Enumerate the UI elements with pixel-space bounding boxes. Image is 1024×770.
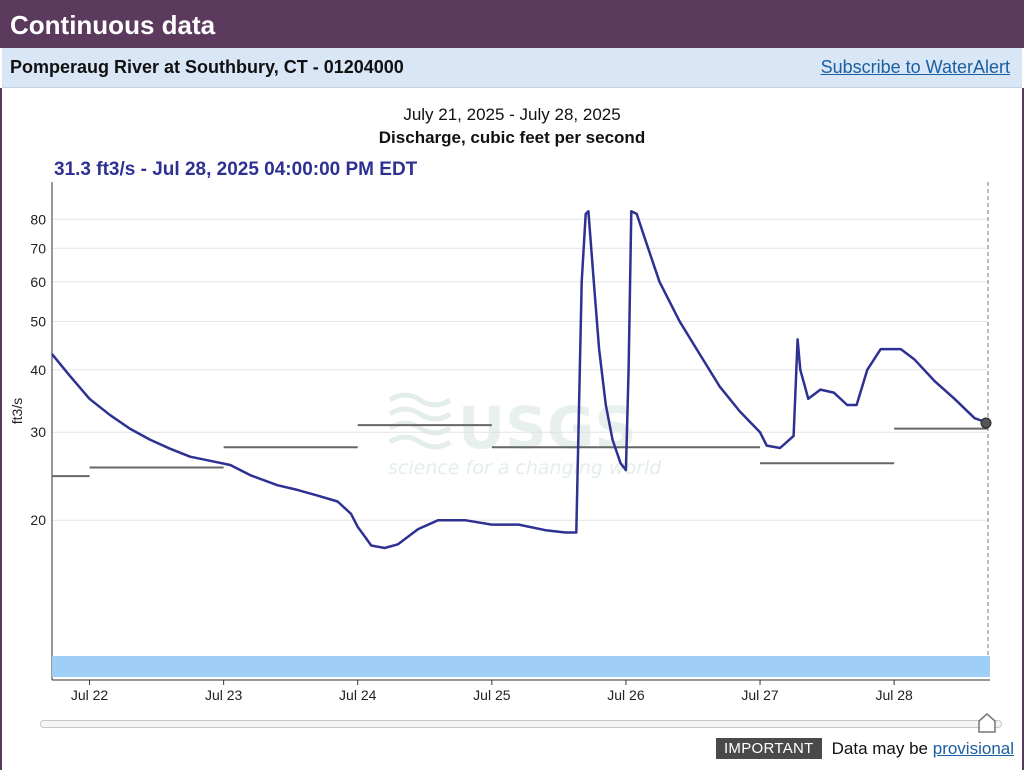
x-tick-label-jul-23: Jul 23 (205, 687, 243, 700)
x-axis: Jul 22 Jul 23 Jul 24 Jul 25 Jul 26 Jul 27 Jul … (52, 656, 990, 700)
page-title: Continuous data (10, 10, 216, 40)
graph-parameter-title: Discharge, cubic feet per second (378, 128, 646, 147)
y-tick-label-70: 70 (30, 240, 46, 256)
page-header: Continuous data (0, 0, 1024, 48)
y-tick-label-80: 80 (30, 211, 46, 227)
current-value-readout: 31.3 ft3/s - Jul 28, 2025 04:00:00 PM ED… (54, 159, 418, 180)
subscribe-wateralert-link[interactable]: Subscribe to WaterAlert (820, 57, 1010, 77)
important-badge: IMPORTANT (715, 738, 822, 759)
y-tick-label-60: 60 (30, 274, 46, 290)
y-tick-label-50: 50 (30, 313, 46, 329)
x-tick-label-jul-22: Jul 22 (71, 687, 109, 700)
graph-date-range: July 21, 2025 - July 28, 2025 (403, 105, 621, 124)
site-bar: Pomperaug River at Southbury, CT - 01204… (2, 48, 1022, 88)
x-tick-label-jul-27: Jul 27 (741, 687, 779, 700)
time-range-slider[interactable] (40, 720, 1002, 728)
discharge-series (51, 210, 989, 550)
usgs-watermark: USGS science for a changing world (388, 392, 662, 479)
provisional-data-bar[interactable] (52, 656, 990, 677)
watermark-tagline: science for a changing world (388, 457, 662, 479)
usgs-wave-logo-icon (388, 392, 452, 450)
y-axis-title: ft3/s (9, 398, 25, 424)
x-tick-label-jul-26: Jul 26 (607, 687, 645, 700)
y-tick-label-40: 40 (30, 362, 46, 378)
y-axis: 20 30 40 50 60 70 80 ft3/s (9, 182, 53, 680)
site-name: Pomperaug River at Southbury, CT - 01204… (10, 57, 404, 77)
x-tick-label-jul-25: Jul 25 (473, 687, 511, 700)
x-tick-label-jul-24: Jul 24 (339, 687, 377, 700)
cursor-point[interactable] (980, 417, 992, 429)
discharge-line (51, 210, 989, 550)
cursor-marker[interactable] (980, 182, 992, 656)
median-steps (52, 424, 988, 478)
provisional-link[interactable]: provisional (932, 738, 1014, 758)
frame-right-border (1022, 88, 1024, 770)
chart-grid (52, 218, 988, 521)
x-tick-label-jul-28: Jul 28 (875, 687, 913, 700)
frame-left-border (0, 88, 2, 770)
slider-handle-icon[interactable] (977, 712, 997, 734)
footer-notice: IMPORTANT Data may be provisional (715, 738, 1014, 759)
provisional-text: Data may be (831, 738, 928, 758)
discharge-chart[interactable]: USGS science for a changing world 20 30 40… (0, 0, 1024, 700)
y-tick-label-30: 30 (30, 424, 46, 440)
y-tick-label-20: 20 (30, 512, 46, 528)
